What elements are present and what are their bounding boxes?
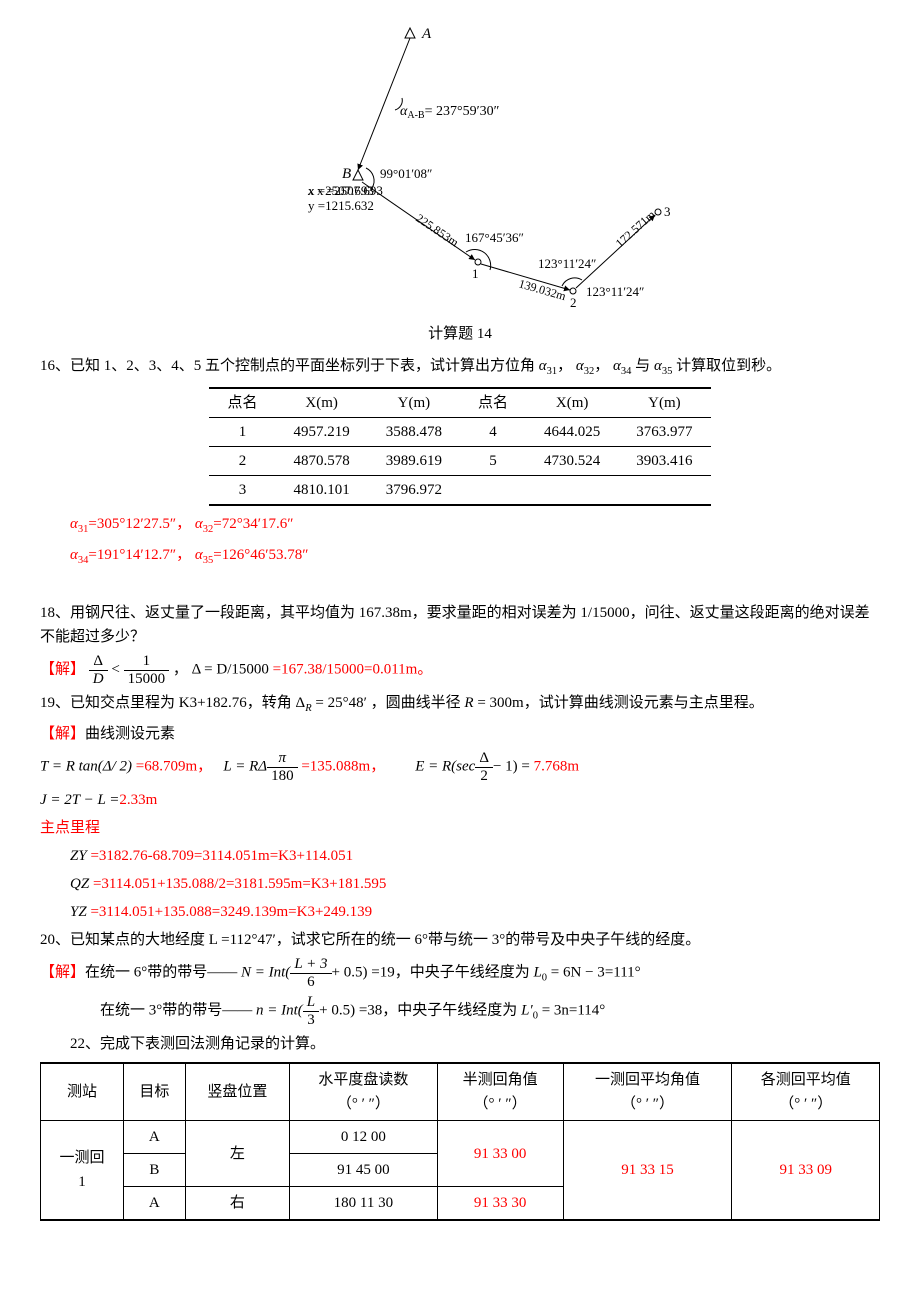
q22-title: 22、完成下表测回法测角记录的计算。 (40, 1032, 880, 1056)
traverse-diagram: A αA-B= 237°59′30″ B 99°01′08″ x x =2507… (40, 20, 880, 318)
q18-solution: 【解】 ΔD < 115000 ， Δ = D/15000 =167.38/15… (40, 653, 880, 687)
q19-yz: YZ =3114.051+135.088=3249.139m=K3+249.13… (40, 900, 880, 924)
col-name: 点名 (209, 388, 275, 418)
point-3-label: 3 (664, 204, 670, 219)
point-b-label: B (342, 166, 351, 182)
h-target: 目标 (124, 1063, 186, 1121)
dist-23: 172.571m (613, 207, 659, 250)
point-2-label: 2 (570, 295, 577, 310)
q19-zy: ZY =3182.76-68.709=3114.051m=K3+114.051 (40, 844, 880, 868)
diagram-caption: 计算题 14 (40, 322, 880, 346)
q18-text: 18、用钢尺往、返丈量了一段距离，其平均值为 167.38m，要求量距的相对误差… (40, 601, 880, 649)
q19-sol-head: 【解】曲线测设元素 (40, 722, 880, 746)
coords-table: 点名 X(m) Y(m) 点名 X(m) Y(m) 14957.2193588.… (209, 387, 710, 506)
table-row: 一测回 1 A 左 0 12 00 91 33 00 91 33 15 91 3… (41, 1121, 880, 1154)
dist-b1: 225.853m (413, 211, 461, 250)
col-x2: X(m) (526, 388, 618, 418)
angle-2: 123°11′24″ (538, 256, 596, 271)
col-name2: 点名 (460, 388, 526, 418)
h-avg: 一测回平均角值 （° ′ ″） (563, 1063, 732, 1121)
h-pos: 竖盘位置 (185, 1063, 290, 1121)
yb: y =1215.632 (308, 198, 374, 213)
dist-12: 139.032m (517, 276, 568, 303)
table-row: 14957.2193588.47844644.0253763.977 (209, 417, 710, 446)
angle-1: 167°45′36″ (465, 230, 524, 245)
q16-result-2: α34=191°14′12.7″， α35=126°46′53.78″ (40, 543, 880, 570)
alpha-ab-label: αA-B= 237°59′30″ (400, 104, 500, 121)
col-x: X(m) (276, 388, 368, 418)
q20-text: 20、已知某点的大地经度 L =112°47′，试求它所在的统一 6°带与统一 … (40, 928, 880, 952)
q20-sol2: 在统一 3°带的带号—— n = Int(L3+ 0.5) =38，中央子午线经… (40, 994, 880, 1028)
point-b-marker (353, 170, 363, 180)
angles-table: 测站 目标 竖盘位置 水平度盘读数 （° ′ ″） 半测回角值 （° ′ ″） … (40, 1062, 880, 1221)
station-cell: 一测回 1 (41, 1121, 124, 1221)
h-half: 半测回角值 （° ′ ″） (437, 1063, 563, 1121)
q16-result-1: α31=305°12′27.5″， α32=72°34′17.6″ (40, 512, 880, 539)
q16-text: 16、已知 1、2、3、4、5 五个控制点的平面坐标列于下表，试计算出方位角 α… (40, 354, 880, 381)
diagram-svg: A αA-B= 237°59′30″ B 99°01′08″ x x =2507… (250, 20, 670, 310)
point-1-marker (475, 259, 481, 265)
table-row: 24870.5783989.61954730.5243903.416 (209, 446, 710, 475)
point-3-marker (655, 209, 661, 215)
point-a-marker (405, 28, 415, 38)
point-1-label: 1 (472, 266, 479, 281)
h-read: 水平度盘读数 （° ′ ″） (290, 1063, 437, 1121)
point-2-marker (570, 288, 576, 294)
q20-sol1: 【解】在统一 6°带的带号—— N = Int(L + 36+ 0.5) =19… (40, 956, 880, 990)
col-y2: Y(m) (618, 388, 710, 418)
h-all: 各测回平均值 （° ′ ″） (732, 1063, 880, 1121)
xb-real: x =2507.693 (308, 183, 374, 198)
q19-qz: QZ =3114.051+135.088/2=3181.595m=K3+181.… (40, 872, 880, 896)
q19-j: J = 2T − L =2.33m (40, 788, 880, 812)
angle-b: 99°01′08″ (380, 166, 432, 181)
q19-eq-line: T = R tan(Δ/ 2) =68.709m， L = RΔπ180 =13… (40, 750, 880, 784)
h-station: 测站 (41, 1063, 124, 1121)
q19-mainpt: 主点里程 (40, 816, 880, 840)
col-y: Y(m) (368, 388, 460, 418)
point-a-label: A (421, 26, 432, 42)
table-row: 34810.1013796.972 (209, 475, 710, 505)
q19-text: 19、已知交点里程为 K3+182.76，转角 ΔR = 25°48′ ，圆曲线… (40, 691, 880, 718)
angle-3: 123°11′24″ (586, 284, 644, 299)
